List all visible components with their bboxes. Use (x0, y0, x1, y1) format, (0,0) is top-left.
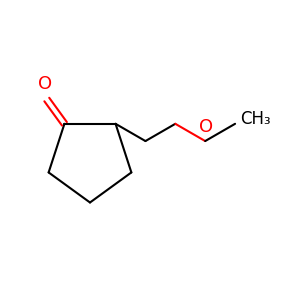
Text: O: O (199, 118, 213, 136)
Text: CH₃: CH₃ (241, 110, 271, 128)
Text: O: O (38, 75, 52, 93)
